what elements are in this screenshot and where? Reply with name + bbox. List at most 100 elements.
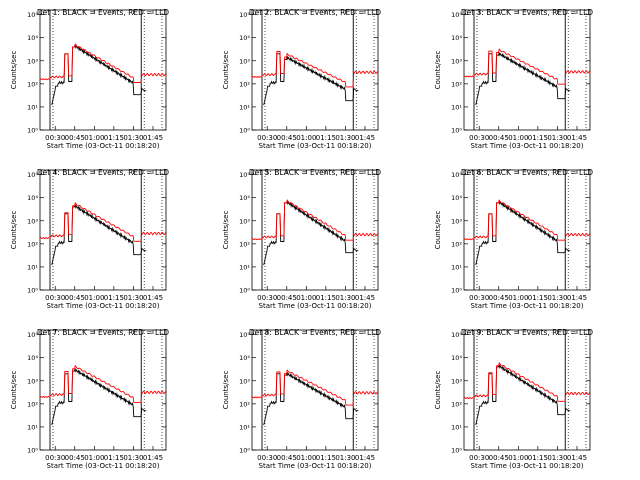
y-tick-label: 10³ [451, 217, 462, 225]
y-tick-label: 10⁰ [451, 447, 462, 455]
lld-series-line [39, 202, 167, 242]
events-series-line [475, 199, 571, 266]
x-tick-label: 01:45 [567, 454, 587, 462]
x-tick-label: 01:00 [84, 454, 104, 462]
x-tick-label: 01:30 [547, 294, 567, 302]
y-tick-label: 10⁰ [451, 287, 462, 295]
y-tick-label: 10³ [451, 57, 462, 65]
x-tick-label: 01:00 [508, 294, 528, 302]
x-tick-label: 00:45 [489, 294, 509, 302]
lld-series-line [463, 48, 591, 85]
y-tick-label: 10² [27, 80, 38, 88]
y-tick-label: 10¹ [27, 423, 38, 431]
y-tick-label: 10³ [239, 217, 250, 225]
x-tick-label: 01:15 [528, 454, 548, 462]
y-axis-label: Counts/sec [434, 211, 442, 250]
events-series-line [263, 53, 359, 106]
x-axis-label: Start Time (03-Oct-11 00:18:20) [471, 302, 584, 310]
panel-title: Det 1: BLACK = Events, RED = LLD [37, 8, 169, 17]
y-tick-label: 10³ [27, 377, 38, 385]
y-axis-label: Counts/sec [10, 51, 18, 90]
x-tick-label: 01:15 [104, 454, 124, 462]
y-tick-label: 10² [27, 240, 38, 248]
x-tick-label: 01:15 [316, 134, 336, 142]
x-tick-label: 00:30 [257, 134, 277, 142]
y-tick-label: 10¹ [239, 423, 250, 431]
x-tick-label: 01:00 [84, 134, 104, 142]
y-tick-label: 10² [239, 400, 250, 408]
y-tick-label: 10⁴ [27, 354, 38, 362]
plot-frame [251, 329, 379, 451]
x-tick-label: 01:15 [316, 454, 336, 462]
x-tick-label: 00:45 [65, 294, 85, 302]
y-tick-label: 10⁰ [27, 447, 38, 455]
y-tick-label: 10⁴ [239, 34, 250, 42]
y-tick-label: 10⁴ [451, 354, 462, 362]
y-tick-label: 10⁵ [239, 331, 250, 339]
y-tick-label: 10³ [239, 377, 250, 385]
y-tick-label: 10⁴ [451, 34, 462, 42]
x-tick-label: 01:45 [355, 294, 375, 302]
detector-panel-9: Det 9: BLACK = Events, RED = LLD 10⁰ 10¹ 10… [434, 328, 593, 470]
plot-frame [251, 9, 379, 131]
x-tick-label: 01:45 [567, 134, 587, 142]
x-tick-label: 01:15 [528, 134, 548, 142]
detector-panel-7: Det 7: BLACK = Events, RED = LLD 10⁰ 10¹ 10… [10, 328, 169, 470]
y-tick-label: 10⁵ [451, 11, 462, 19]
x-tick-label: 00:45 [65, 454, 85, 462]
x-axis-label: Start Time (03-Oct-11 00:18:20) [47, 142, 160, 150]
x-axis-label: Start Time (03-Oct-11 00:18:20) [47, 302, 160, 310]
x-tick-label: 01:30 [547, 454, 567, 462]
events-series-line [475, 52, 571, 106]
panel-title: Det 4: BLACK = Events, RED = LLD [37, 168, 169, 177]
panel-title: Det 6: BLACK = Events, RED = LLD [461, 168, 593, 177]
lld-series-line [463, 362, 591, 402]
y-tick-label: 10² [451, 80, 462, 88]
detector-panel-2: Det 2: BLACK = Events, RED = LLD 10⁰ 10¹ 10… [222, 8, 381, 150]
y-tick-label: 10⁰ [239, 447, 250, 455]
y-axis-label: Counts/sec [434, 371, 442, 410]
x-axis-label: Start Time (03-Oct-11 00:18:20) [259, 462, 372, 470]
x-tick-label: 00:30 [257, 454, 277, 462]
x-tick-label: 01:00 [508, 134, 528, 142]
x-tick-label: 00:45 [65, 134, 85, 142]
y-axis-label: Counts/sec [222, 211, 230, 250]
detector-panel-5: Det 5: BLACK = Events, RED = LLD 10⁰ 10¹ 10… [222, 168, 381, 310]
x-tick-label: 00:30 [257, 294, 277, 302]
y-tick-label: 10⁴ [451, 194, 462, 202]
y-tick-label: 10² [451, 240, 462, 248]
x-tick-label: 01:30 [123, 454, 143, 462]
detector-panel-4: Det 4: BLACK = Events, RED = LLD 10⁰ 10¹ 10… [10, 168, 169, 310]
panel-title: Det 2: BLACK = Events, RED = LLD [249, 8, 381, 17]
x-tick-label: 01:45 [355, 454, 375, 462]
x-tick-label: 01:15 [104, 134, 124, 142]
x-axis-label: Start Time (03-Oct-11 00:18:20) [471, 142, 584, 150]
lld-series-line [251, 369, 379, 406]
y-axis-label: Counts/sec [222, 371, 230, 410]
y-tick-label: 10⁵ [27, 171, 38, 179]
x-tick-label: 01:00 [84, 294, 104, 302]
x-tick-label: 00:45 [277, 454, 297, 462]
x-tick-label: 00:45 [489, 134, 509, 142]
x-tick-label: 01:00 [508, 454, 528, 462]
x-tick-label: 01:45 [143, 134, 163, 142]
plot-frame [39, 169, 167, 291]
x-tick-label: 01:30 [335, 454, 355, 462]
x-tick-label: 01:30 [123, 294, 143, 302]
x-tick-label: 01:45 [567, 294, 587, 302]
plot-frame [463, 329, 591, 451]
y-tick-label: 10⁵ [27, 331, 38, 339]
panel-title: Det 7: BLACK = Events, RED = LLD [37, 328, 169, 337]
detector-panel-8: Det 8: BLACK = Events, RED = LLD 10⁰ 10¹ 10… [222, 328, 381, 470]
x-tick-label: 01:00 [296, 294, 316, 302]
y-tick-label: 10⁰ [27, 127, 38, 135]
x-tick-label: 01:45 [143, 454, 163, 462]
events-series-line [51, 368, 147, 426]
x-tick-label: 00:30 [45, 454, 65, 462]
y-tick-label: 10³ [239, 57, 250, 65]
x-tick-label: 01:15 [104, 294, 124, 302]
y-tick-label: 10¹ [451, 103, 462, 111]
events-series-line [263, 199, 359, 266]
y-axis-label: Counts/sec [10, 371, 18, 410]
